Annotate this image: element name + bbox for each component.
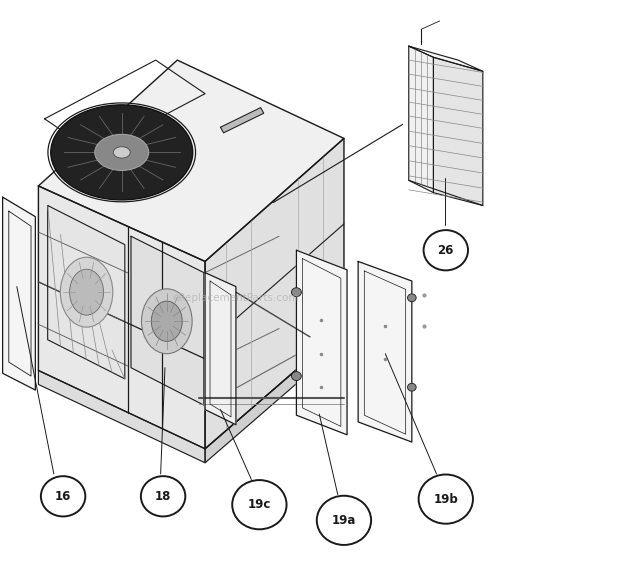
Polygon shape [2, 197, 35, 390]
Polygon shape [433, 57, 483, 206]
Polygon shape [221, 108, 264, 133]
Circle shape [291, 288, 301, 297]
Polygon shape [38, 60, 344, 261]
Text: 19b: 19b [433, 493, 458, 506]
Polygon shape [358, 261, 412, 442]
Ellipse shape [141, 289, 192, 353]
Text: 18: 18 [155, 490, 171, 503]
Text: 26: 26 [438, 244, 454, 257]
Text: 19c: 19c [248, 498, 271, 511]
Circle shape [317, 496, 371, 545]
Polygon shape [205, 329, 344, 463]
Circle shape [407, 383, 416, 391]
Circle shape [141, 476, 185, 516]
Circle shape [291, 371, 301, 380]
Polygon shape [205, 138, 344, 449]
Ellipse shape [151, 301, 182, 341]
Polygon shape [131, 236, 204, 405]
Polygon shape [409, 46, 433, 193]
Ellipse shape [69, 269, 104, 315]
Text: 16: 16 [55, 490, 71, 503]
Circle shape [232, 480, 286, 529]
Ellipse shape [95, 134, 149, 170]
Ellipse shape [51, 105, 193, 200]
Polygon shape [38, 370, 205, 463]
Circle shape [41, 476, 86, 516]
Circle shape [423, 230, 468, 270]
Polygon shape [38, 186, 205, 449]
Circle shape [407, 294, 416, 302]
Ellipse shape [60, 257, 113, 327]
Polygon shape [409, 46, 483, 71]
Polygon shape [48, 206, 125, 379]
Circle shape [418, 474, 473, 524]
Text: eReplacementParts.com: eReplacementParts.com [173, 293, 299, 303]
Ellipse shape [113, 147, 130, 158]
Polygon shape [205, 273, 236, 425]
Polygon shape [296, 250, 347, 435]
Text: 19a: 19a [332, 514, 356, 527]
